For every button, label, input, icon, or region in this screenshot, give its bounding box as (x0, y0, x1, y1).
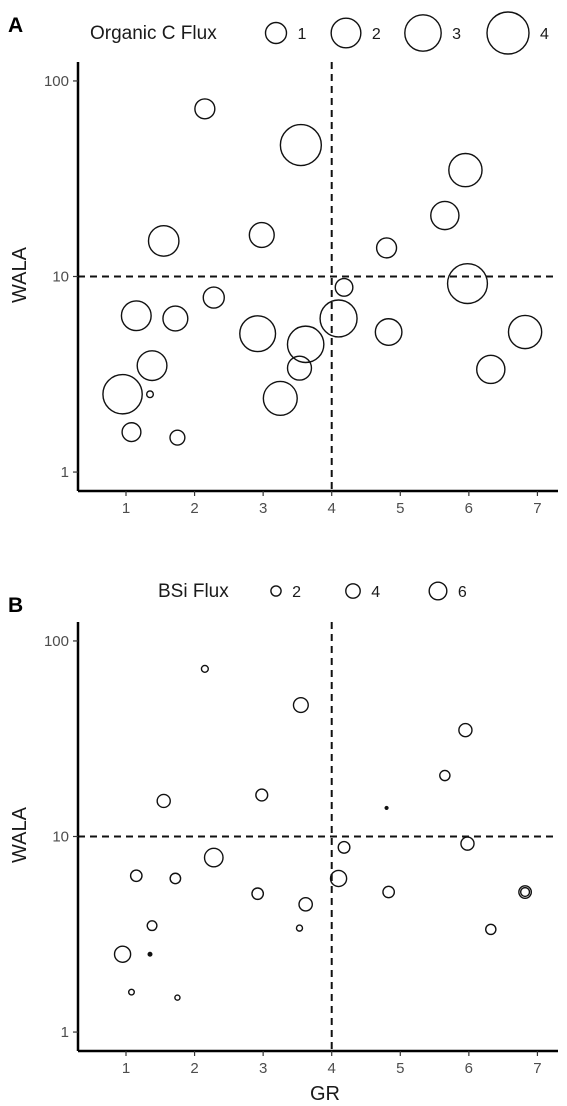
x-tick-label: 3 (259, 1060, 267, 1077)
data-point (319, 299, 358, 338)
data-point (145, 390, 155, 399)
data-point (248, 221, 275, 249)
panel-b: B BSi Flux 2 4 6 1 2 3 4 5 6 7 1 10 100 WALA GR (8, 581, 558, 1105)
data-point (292, 696, 309, 714)
y-tick-label: 100 (44, 73, 69, 90)
marks-a: 1 2 3 4 5 6 7 1 10 100 (44, 62, 558, 517)
legend-key-circle (264, 21, 288, 45)
data-point (174, 994, 181, 1001)
data-point (430, 200, 460, 231)
data-point (113, 945, 132, 963)
y-tick-label: 1 (61, 464, 69, 481)
y-tick-label: 10 (52, 829, 69, 846)
data-point (448, 152, 483, 188)
data-point (127, 988, 135, 996)
data-point (121, 422, 142, 443)
marks-b: 1 2 3 4 5 6 7 1 10 100 (44, 622, 558, 1077)
data-point (203, 847, 224, 868)
data-point (146, 920, 158, 932)
y-tick-label: 10 (52, 269, 69, 286)
data-point (169, 429, 186, 446)
data-point (102, 373, 143, 415)
legend-a-title: Organic C Flux (90, 23, 217, 44)
legend-key-circle (270, 585, 282, 597)
data-point (507, 314, 543, 350)
legend-key-label: 4 (540, 26, 549, 43)
x-tick-label: 4 (328, 1060, 336, 1077)
x-tick-label: 2 (190, 500, 198, 517)
x-tick-label: 3 (259, 500, 267, 517)
x-tick-label: 2 (190, 1060, 198, 1077)
data-point (374, 318, 403, 347)
data-point (460, 836, 475, 851)
data-point (485, 923, 497, 936)
data-point (446, 262, 489, 305)
legend-key-circle (486, 11, 530, 55)
panel-b-xlabel: GR (310, 1083, 340, 1105)
x-tick-label: 5 (396, 1060, 404, 1077)
data-point (194, 98, 216, 120)
data-point (251, 887, 265, 901)
data-point (156, 793, 171, 809)
x-tick-label: 7 (533, 1060, 541, 1077)
x-tick-label: 1 (122, 1060, 130, 1077)
panel-b-ylabel: WALA (9, 806, 31, 863)
data-point (239, 315, 277, 353)
data-point (518, 885, 533, 899)
x-tick-label: 1 (122, 500, 130, 517)
legend-key-circle (345, 583, 361, 599)
data-point (162, 305, 189, 332)
data-point (334, 277, 354, 297)
legend-key-label: 2 (372, 26, 381, 43)
data-point (262, 380, 298, 417)
legend-key-circle (428, 581, 448, 601)
data-point (202, 286, 225, 309)
panel-a-letter: A (8, 14, 23, 37)
data-point (147, 951, 153, 957)
y-tick-label: 100 (44, 633, 69, 650)
legend-a: Organic C Flux 1 2 3 4 (90, 11, 549, 55)
data-point (129, 869, 143, 883)
data-point (476, 354, 506, 385)
data-point (136, 350, 168, 382)
data-point (458, 722, 473, 738)
data-point (329, 869, 348, 888)
panel-b-letter: B (8, 594, 23, 617)
legend-b-title: BSi Flux (158, 581, 229, 602)
x-tick-label: 7 (533, 500, 541, 517)
legend-key-label: 2 (292, 584, 301, 601)
legend-key-label: 3 (452, 26, 461, 43)
legend-key-circle (330, 17, 362, 49)
legend-key-circle (404, 14, 442, 52)
panel-a-ylabel: WALA (9, 246, 31, 303)
data-point (384, 805, 389, 811)
legend-key-label: 1 (298, 26, 307, 43)
data-point (255, 788, 269, 802)
panel-a: A Organic C Flux 1 2 3 4 1 2 3 4 5 6 7 1 10 100 WALA (8, 11, 558, 517)
x-tick-label: 4 (328, 500, 336, 517)
data-point (375, 237, 398, 259)
legend-key-label: 4 (371, 584, 380, 601)
legend-key-label: 6 (458, 584, 467, 601)
data-point (519, 886, 531, 898)
y-tick-label: 1 (61, 1024, 69, 1041)
data-point (147, 225, 180, 257)
data-point (286, 325, 325, 364)
data-point (382, 885, 396, 899)
data-point (337, 840, 351, 854)
data-point (279, 123, 323, 167)
data-point (120, 300, 152, 332)
data-point (295, 924, 304, 932)
data-point (286, 355, 313, 381)
x-tick-label: 6 (465, 1060, 473, 1077)
data-point (439, 769, 451, 782)
data-point (298, 896, 313, 912)
data-point (169, 872, 182, 885)
x-tick-label: 5 (396, 500, 404, 517)
x-tick-label: 6 (465, 500, 473, 517)
legend-b: BSi Flux 2 4 6 (158, 581, 467, 602)
data-point (200, 664, 209, 673)
